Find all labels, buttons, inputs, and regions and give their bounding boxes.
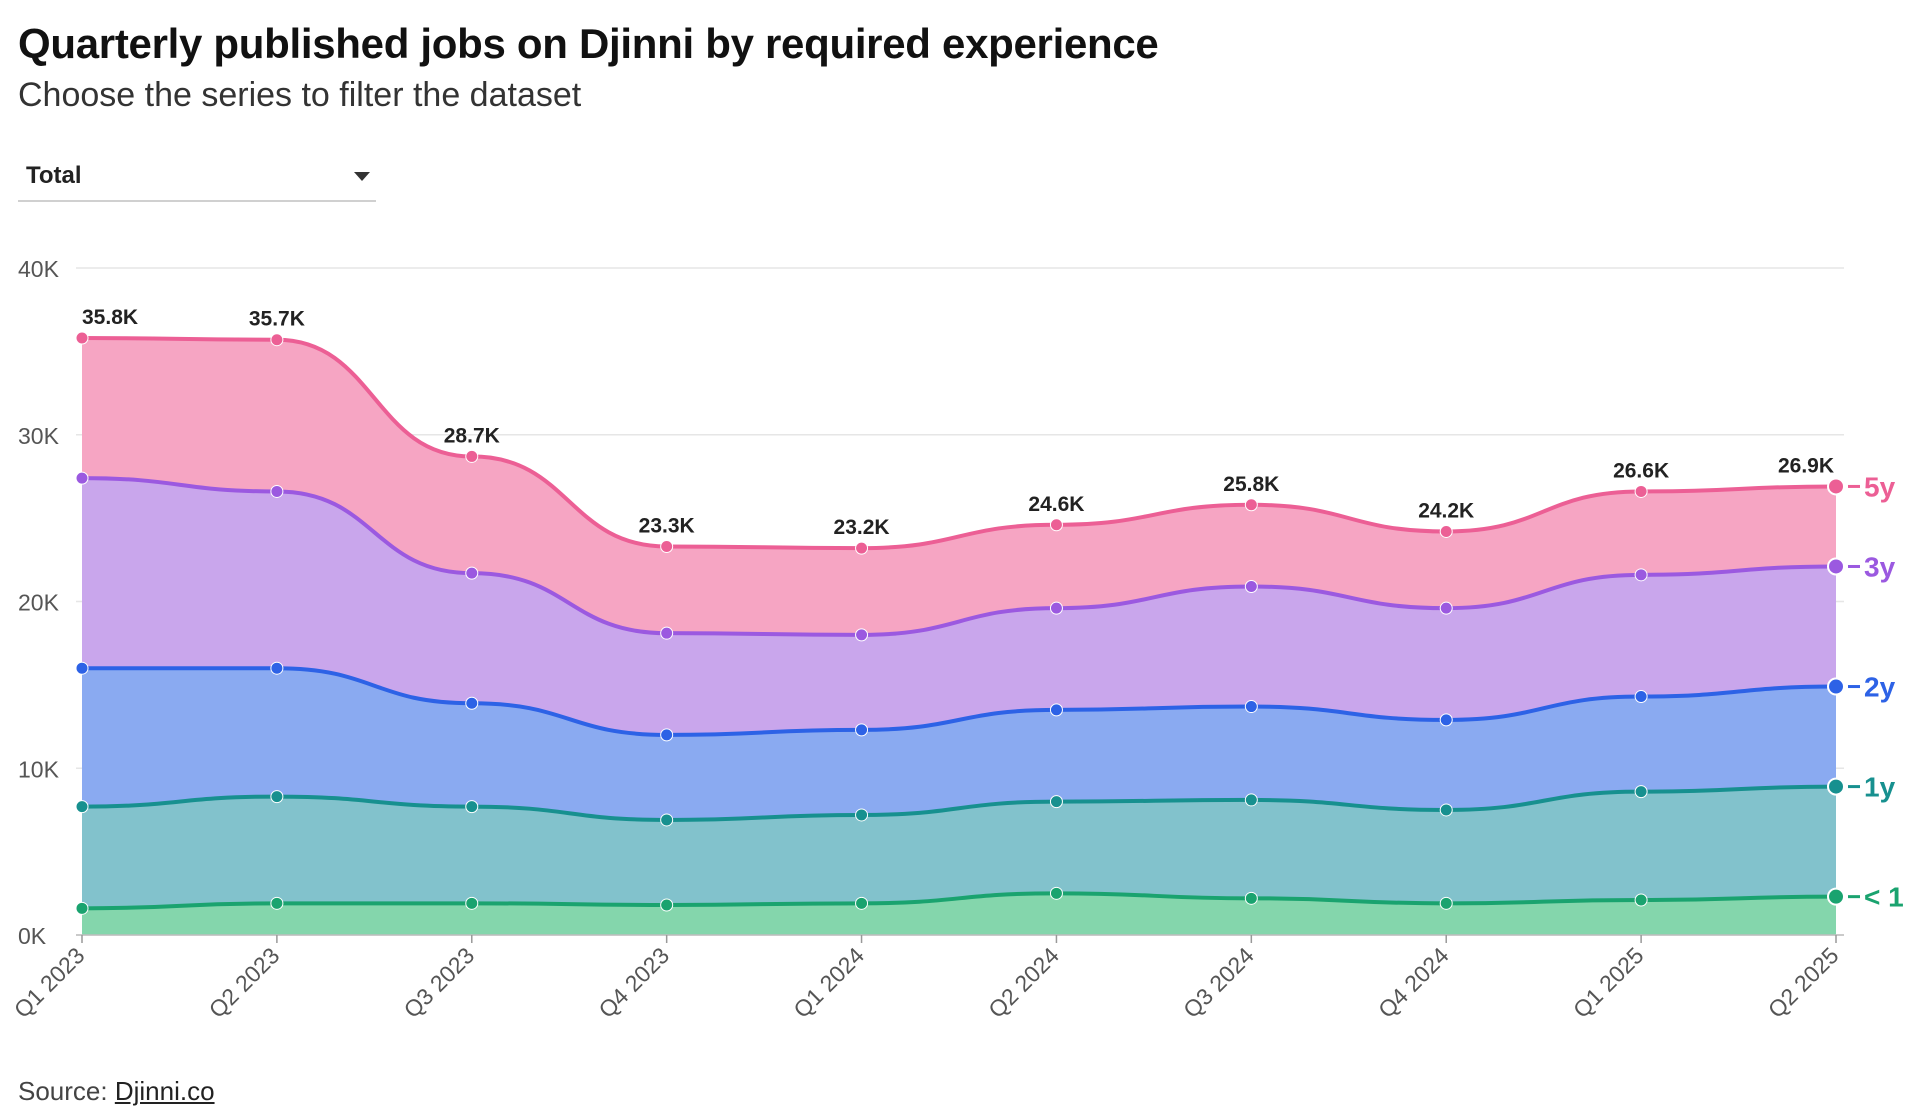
total-data-label: 23.2K <box>834 516 890 539</box>
series-end-label: 5y <box>1864 471 1896 502</box>
data-point[interactable] <box>660 898 674 912</box>
data-point[interactable] <box>1439 713 1453 727</box>
data-point[interactable] <box>660 626 674 640</box>
y-tick-label: 40K <box>18 256 60 282</box>
data-point[interactable] <box>465 696 479 710</box>
series-filter-value: Total <box>26 162 82 189</box>
data-point[interactable] <box>1049 601 1063 615</box>
data-point[interactable] <box>75 661 89 675</box>
chart-subtitle: Choose the series to filter the dataset <box>18 76 582 114</box>
data-point[interactable] <box>1439 601 1453 615</box>
total-data-label: 35.7K <box>249 308 305 331</box>
x-tick-label: Q3 2024 <box>1178 942 1259 1023</box>
data-point[interactable] <box>1827 477 1845 496</box>
x-tick-label: Q4 2023 <box>593 942 674 1023</box>
data-point[interactable] <box>855 541 869 555</box>
source-link[interactable]: Djinni.co <box>114 1076 215 1106</box>
data-point[interactable] <box>75 331 89 345</box>
data-point[interactable] <box>1244 700 1258 714</box>
total-data-label: 25.8K <box>1223 473 1279 496</box>
total-data-label: 24.2K <box>1418 499 1474 522</box>
data-point[interactable] <box>1827 557 1845 576</box>
data-point[interactable] <box>1634 785 1648 799</box>
x-tick-label: Q2 2023 <box>204 942 285 1023</box>
source-note: Source: Djinni.co <box>18 1076 215 1107</box>
data-point[interactable] <box>465 566 479 580</box>
y-tick-label: 10K <box>18 756 60 782</box>
series-area-3y[interactable] <box>82 478 1836 735</box>
series-line-1 <box>81 891 1837 911</box>
x-tick-label: Q4 2024 <box>1373 942 1454 1023</box>
source-prefix: Source: <box>18 1076 115 1106</box>
data-point[interactable] <box>660 539 674 553</box>
total-data-label: 28.7K <box>444 424 500 447</box>
data-point[interactable] <box>1634 568 1648 582</box>
series-area-2y[interactable] <box>82 668 1836 820</box>
series-line-5y <box>81 336 1837 551</box>
total-data-label: 35.8K <box>82 306 138 329</box>
total-data-label: 26.6K <box>1613 459 1669 482</box>
data-point[interactable] <box>1634 690 1648 704</box>
chart-title: Quarterly published jobs on Djinni by re… <box>18 20 1159 67</box>
series-end-label: 2y <box>1864 672 1896 703</box>
y-tick-label: 20K <box>18 590 60 616</box>
data-point[interactable] <box>1244 891 1258 905</box>
series-end-label: 1y <box>1864 772 1896 803</box>
data-point[interactable] <box>75 901 89 915</box>
data-point[interactable] <box>270 896 284 910</box>
series-line-2y <box>82 666 1837 737</box>
data-point[interactable] <box>465 896 479 910</box>
total-data-label: 26.9K <box>1778 454 1834 477</box>
data-point[interactable] <box>1049 703 1063 717</box>
data-point[interactable] <box>465 449 479 463</box>
data-point[interactable] <box>75 800 89 814</box>
x-tick-label: Q3 2023 <box>399 942 480 1023</box>
series-end-label: 3y <box>1864 551 1896 582</box>
series-line-1y <box>81 784 1837 822</box>
series-area-1y[interactable] <box>82 786 1836 909</box>
data-point[interactable] <box>75 471 89 485</box>
data-point[interactable] <box>1244 579 1258 593</box>
x-tick-label: Q2 2025 <box>1763 942 1844 1023</box>
x-tick-label: Q1 2024 <box>788 942 869 1023</box>
data-point[interactable] <box>1244 498 1258 512</box>
data-point[interactable] <box>1634 484 1648 498</box>
series-area-5y[interactable] <box>82 338 1836 635</box>
data-point[interactable] <box>660 728 674 742</box>
series-line-3y <box>81 476 1837 637</box>
data-point[interactable] <box>855 628 869 642</box>
data-point[interactable] <box>660 813 674 827</box>
data-point[interactable] <box>855 896 869 910</box>
caret-down-icon <box>354 172 370 181</box>
data-point[interactable] <box>270 790 284 804</box>
data-point[interactable] <box>1827 677 1845 696</box>
data-point[interactable] <box>1827 777 1845 796</box>
data-point[interactable] <box>270 333 284 347</box>
data-point[interactable] <box>1827 887 1845 906</box>
data-point[interactable] <box>855 723 869 737</box>
x-tick-label: Q2 2024 <box>983 942 1064 1023</box>
x-tick-label: Q1 2023 <box>9 942 90 1023</box>
data-point[interactable] <box>270 661 284 675</box>
y-tick-label: 0K <box>18 923 47 949</box>
data-point[interactable] <box>855 808 869 822</box>
data-point[interactable] <box>1634 893 1648 907</box>
data-point[interactable] <box>1244 793 1258 807</box>
data-point[interactable] <box>1439 896 1453 910</box>
data-point[interactable] <box>1439 803 1453 817</box>
total-data-label: 24.6K <box>1028 493 1084 516</box>
x-tick-label: Q1 2025 <box>1568 942 1649 1023</box>
series-filter-dropdown[interactable]: Total <box>18 156 376 202</box>
data-point[interactable] <box>1049 518 1063 532</box>
data-point[interactable] <box>270 484 284 498</box>
data-point[interactable] <box>1049 886 1063 900</box>
series-end-label: < 1 <box>1864 882 1904 913</box>
total-data-label: 23.3K <box>639 514 695 537</box>
data-point[interactable] <box>1439 524 1453 538</box>
y-tick-label: 30K <box>18 423 60 449</box>
data-point[interactable] <box>465 800 479 814</box>
data-point[interactable] <box>1049 795 1063 809</box>
